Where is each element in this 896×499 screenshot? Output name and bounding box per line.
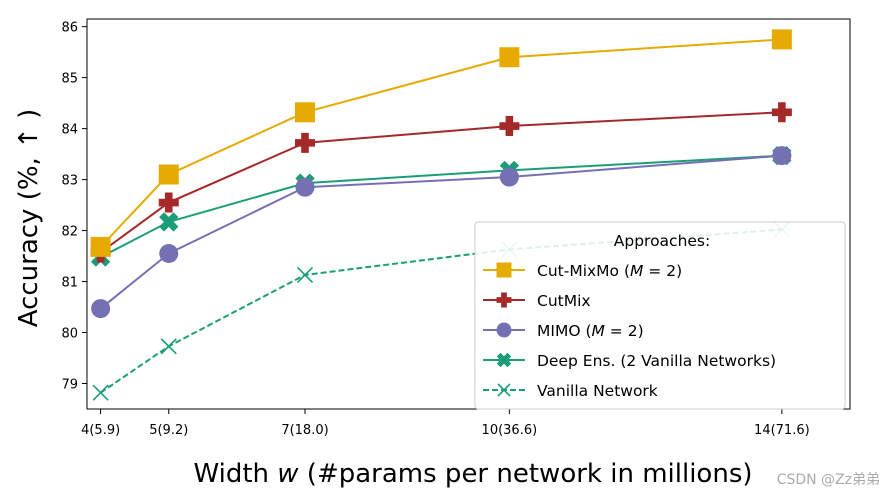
y-tick-label-82: 82 xyxy=(61,225,78,240)
legend-label-main-4: Vanilla Network xyxy=(537,382,658,400)
legend-label-tail-2: = 2) xyxy=(605,322,644,340)
legend-marker-0 xyxy=(496,262,512,278)
series-4-point-1 xyxy=(160,338,177,355)
series-0-point-3 xyxy=(499,47,520,68)
series-2-point-2 xyxy=(295,177,315,197)
y-axis-label: Accuracy (%, ↑ ) xyxy=(14,109,44,328)
legend-item-2: MIMO (M = 2) xyxy=(483,322,644,340)
x-tick-label-4: 14(71.6) xyxy=(754,423,810,438)
x-tick-label-1: 5(9.2) xyxy=(149,423,188,438)
legend-label-3: Deep Ens. (2 Vanilla Networks) xyxy=(537,352,776,370)
series-1-point-3 xyxy=(499,116,520,137)
legend-label-tail-0: = 2) xyxy=(643,262,682,280)
legend-item-3: Deep Ens. (2 Vanilla Networks) xyxy=(483,352,776,370)
y-tick-label-79: 79 xyxy=(61,378,78,393)
series-4-point-2 xyxy=(296,266,314,283)
legend-label-main-3: Deep Ens. (2 Vanilla Networks) xyxy=(537,352,776,370)
x-axis-label-prefix: Width xyxy=(193,459,277,489)
y-tick-label-86: 86 xyxy=(61,21,78,36)
plot-area: 79 80 81 82 83 84 85 86 4(5.9) 5(9.2) 7(18.0) 10(36… xyxy=(61,18,851,438)
x-axis-label: Width w (#params per network in millions… xyxy=(193,459,752,489)
series-line-0 xyxy=(99,38,782,248)
y-tick-label-84: 84 xyxy=(61,123,78,138)
x-axis-label-variable: w xyxy=(277,459,299,489)
legend-title: Approaches: xyxy=(614,232,710,250)
series-2-point-1 xyxy=(159,244,179,264)
y-tick-label-80: 80 xyxy=(61,327,78,342)
legend-marker-2 xyxy=(496,322,512,338)
x-tick-label-0: 4(5.9) xyxy=(81,423,120,438)
series-0-point-1 xyxy=(158,164,179,185)
legend-label-0: Cut-MixMo (M = 2) xyxy=(537,262,682,280)
y-tick-label-81: 81 xyxy=(61,276,78,291)
legend-label-2: MIMO (M = 2) xyxy=(537,322,644,340)
legend-label-1: CutMix xyxy=(537,292,591,310)
series-2-point-3 xyxy=(499,167,519,187)
series-0 xyxy=(90,29,792,257)
legend-item-1: CutMix xyxy=(483,292,591,310)
legend-box xyxy=(474,221,846,410)
series-2-point-4 xyxy=(772,146,792,166)
series-0-point-2 xyxy=(295,102,315,123)
watermark: CSDN @Zz弟弟 xyxy=(777,472,880,488)
legend-marker-3 xyxy=(496,352,512,368)
series-1-point-2 xyxy=(295,132,315,153)
plot-frame xyxy=(86,18,851,410)
x-tick-label-3: 10(36.6) xyxy=(482,423,538,438)
series-2-point-0 xyxy=(91,299,111,319)
legend-label-var-0: M xyxy=(630,262,643,280)
series-0-point-0 xyxy=(90,236,111,257)
legend-label-4: Vanilla Network xyxy=(537,382,658,400)
legend-label-main-1: CutMix xyxy=(537,292,591,310)
legend-marker-1 xyxy=(496,292,512,308)
legend-marker-4 xyxy=(497,383,511,397)
y-tick-label-85: 85 xyxy=(61,72,78,87)
series-1-point-1 xyxy=(158,192,179,213)
x-tick-label-2: 7(18.0) xyxy=(281,423,328,438)
legend-label-main-0: Cut-MixMo ( xyxy=(537,262,630,280)
legend-item-4: Vanilla Network xyxy=(483,382,658,400)
series-2 xyxy=(91,146,792,319)
x-axis-label-suffix: (#params per network in millions) xyxy=(299,459,753,489)
series-0-point-4 xyxy=(771,29,792,50)
y-tick-label-83: 83 xyxy=(61,174,78,189)
series-3-point-1 xyxy=(159,212,179,232)
legend-item-0: Cut-MixMo (M = 2) xyxy=(483,262,682,280)
y-axis-label-group: Accuracy (%, ↑ ) xyxy=(14,109,44,328)
series-4-point-0 xyxy=(92,384,109,401)
legend-label-var-2: M xyxy=(592,322,605,340)
series-1-point-4 xyxy=(771,102,792,123)
legend-label-main-2: MIMO ( xyxy=(537,322,592,340)
